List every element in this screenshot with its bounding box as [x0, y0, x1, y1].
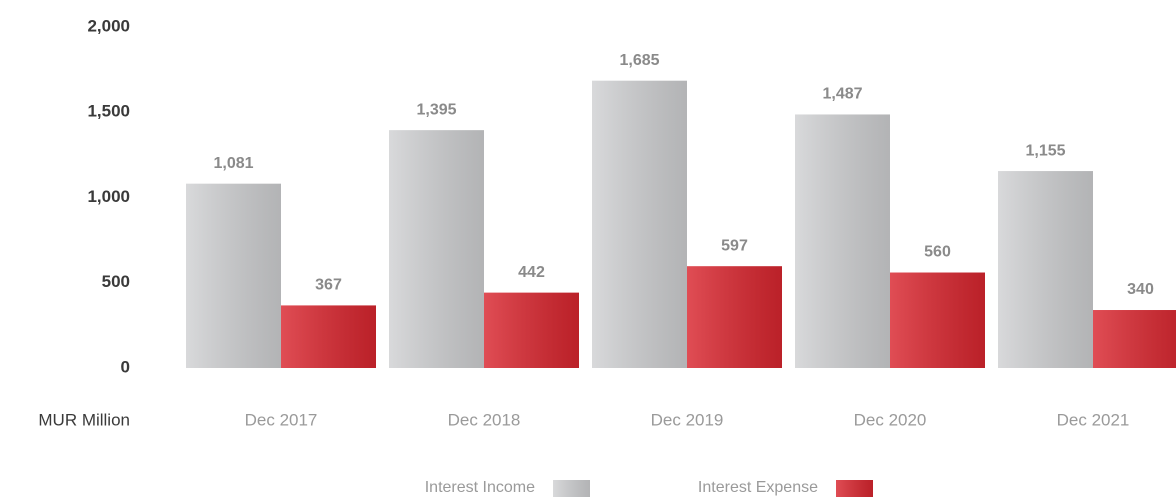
bar [998, 171, 1093, 368]
value-label: 340 [1127, 281, 1154, 298]
bar [281, 305, 376, 368]
value-label: 367 [315, 277, 342, 294]
x-tick-label: Dec 2017 [245, 410, 318, 429]
bar [795, 114, 890, 369]
legend-label: Interest Expense [698, 479, 818, 496]
bar [484, 292, 579, 368]
bar [592, 80, 687, 369]
legend-label: Interest Income [425, 479, 535, 496]
value-label: 1,395 [416, 101, 456, 118]
y-tick-label: 500 [102, 272, 130, 291]
value-label: 1,081 [213, 155, 253, 172]
y-axis-label: MUR Million [38, 410, 130, 429]
value-label: 560 [924, 244, 951, 261]
bar [1093, 310, 1176, 368]
y-tick-label: 1,000 [87, 187, 130, 206]
x-tick-label: Dec 2019 [651, 410, 724, 429]
legend-swatch-shade [553, 480, 590, 497]
y-tick-label: 0 [121, 357, 130, 376]
value-label: 442 [518, 264, 545, 281]
legend-swatch-shade [836, 480, 873, 497]
y-tick-label: 1,500 [87, 102, 130, 121]
x-tick-label: Dec 2020 [854, 410, 927, 429]
value-label: 1,685 [619, 52, 659, 69]
bar [186, 183, 281, 368]
bar [687, 266, 782, 368]
value-label: 1,155 [1025, 142, 1065, 159]
x-tick-label: Dec 2021 [1057, 410, 1130, 429]
bar [389, 130, 484, 368]
value-label: 1,487 [822, 86, 862, 103]
value-label: 597 [721, 237, 748, 254]
bar [890, 272, 985, 368]
y-tick-label: 2,000 [87, 16, 130, 35]
x-tick-label: Dec 2018 [448, 410, 521, 429]
